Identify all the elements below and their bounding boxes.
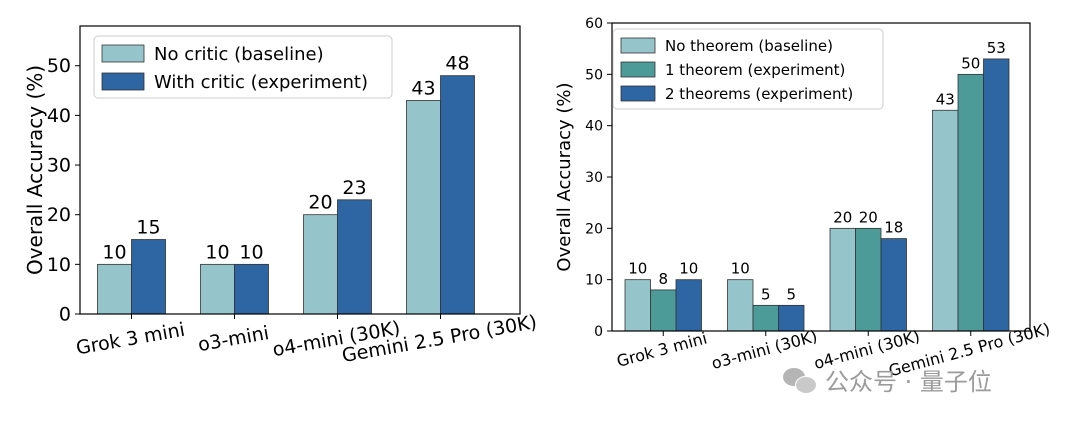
data-label: 10	[239, 241, 263, 263]
data-label: 10	[205, 241, 229, 263]
data-label: 48	[445, 53, 469, 75]
x-tick-label: o3-mini	[196, 322, 270, 356]
watermark: 公众号 · 量子位	[783, 362, 992, 397]
legend-box	[93, 35, 393, 99]
data-label: 20	[308, 192, 332, 214]
plot-frame	[79, 25, 521, 315]
y-tick-label: 50	[47, 55, 71, 77]
y-tick-label: 60	[585, 16, 603, 32]
y-tick-label: 10	[47, 254, 71, 276]
legend-label: No critic (baseline)	[154, 44, 324, 65]
legend-label: 2 theorems (experiment)	[665, 85, 853, 103]
data-label: 23	[342, 177, 366, 199]
legend-swatch	[620, 61, 656, 78]
watermark-text: 公众号 · 量子位	[825, 368, 992, 396]
bar	[727, 279, 754, 332]
bar	[932, 109, 959, 332]
data-label: 10	[679, 260, 698, 278]
bar	[650, 289, 677, 332]
bar	[234, 263, 269, 315]
bar	[855, 227, 882, 332]
data-label: 15	[136, 217, 160, 239]
wechat-icon	[783, 366, 817, 394]
data-label: 53	[987, 39, 1006, 57]
y-tick-label: 30	[585, 170, 603, 186]
y-tick-label: 20	[585, 221, 603, 237]
y-axis-label: Overall Accuracy (%)	[23, 65, 47, 275]
bar	[303, 214, 338, 315]
data-label: 20	[833, 208, 852, 226]
bar	[97, 263, 132, 315]
y-tick-label: 20	[47, 204, 71, 226]
bar	[983, 58, 1010, 332]
bar	[200, 263, 235, 315]
data-label: 10	[731, 260, 750, 278]
data-label: 20	[859, 208, 878, 226]
y-tick-label: 0	[59, 303, 71, 325]
y-tick-label: 0	[594, 324, 603, 340]
legend-box	[612, 28, 884, 110]
data-label: 5	[786, 285, 796, 303]
legend-label: No theorem (baseline)	[665, 37, 833, 55]
bar	[829, 227, 856, 332]
plot-frame	[611, 22, 1031, 332]
data-label: 43	[411, 77, 435, 99]
bar	[131, 239, 166, 315]
data-label: 10	[628, 260, 647, 278]
legend-swatch	[620, 85, 656, 102]
bar	[957, 73, 984, 332]
data-label: 5	[761, 285, 771, 303]
legend-swatch	[101, 44, 145, 63]
bar	[337, 199, 372, 315]
y-tick-label: 30	[47, 155, 71, 177]
x-tick-label: Grok 3 mini	[615, 329, 709, 371]
bar	[675, 279, 702, 332]
legend-swatch	[101, 72, 145, 91]
x-tick-label: Grok 3 mini	[74, 319, 186, 360]
legend-label: With critic (experiment)	[154, 72, 368, 93]
y-axis-label: Overall Accuracy (%)	[554, 82, 575, 271]
data-label: 8	[658, 270, 668, 288]
data-label: 50	[961, 54, 980, 72]
y-tick-label: 40	[585, 119, 603, 135]
y-tick-label: 10	[585, 273, 603, 289]
bar	[440, 75, 475, 315]
bar	[752, 304, 779, 332]
data-label: 18	[884, 219, 903, 237]
data-label: 43	[936, 90, 955, 108]
y-tick-label: 50	[585, 67, 603, 83]
y-tick-label: 40	[47, 105, 71, 127]
bar	[880, 238, 907, 332]
legend-label: 1 theorem (experiment)	[665, 61, 845, 79]
legend-swatch	[620, 37, 656, 54]
bar	[406, 100, 441, 315]
bar	[778, 304, 805, 332]
data-label: 10	[102, 241, 126, 263]
bar	[624, 279, 651, 332]
